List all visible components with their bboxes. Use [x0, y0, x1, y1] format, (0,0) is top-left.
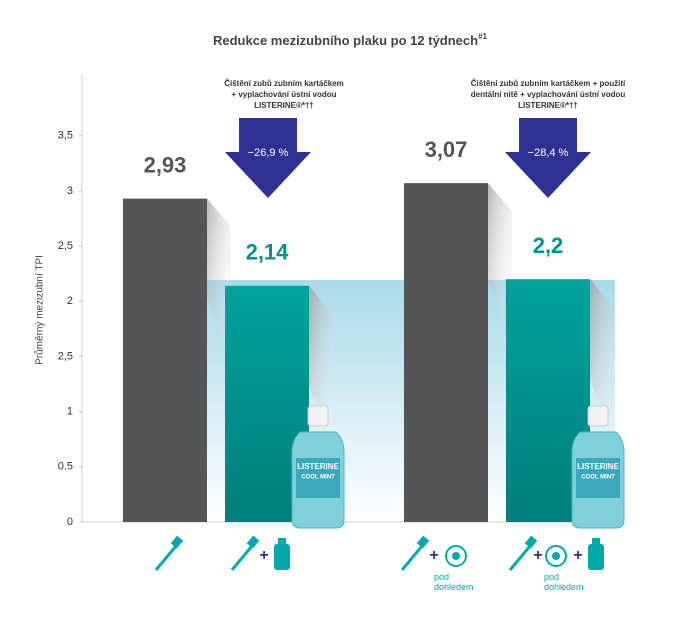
toothbrush-icon: [400, 545, 424, 571]
bottle-icon: [588, 544, 604, 570]
arrow-label: −26,9 %: [248, 147, 289, 159]
y-tick-label: 2,5: [58, 350, 73, 362]
bottle-label: [576, 458, 620, 498]
value-label: 2,93: [144, 152, 187, 177]
product-bottle: LISTERINE COOL MINT: [291, 405, 345, 529]
annotation-text: + vyplachování ústní vodou: [231, 90, 336, 99]
toothbrush-icon: [230, 545, 254, 571]
arrow: [505, 118, 591, 198]
y-tick-label: 1: [67, 406, 73, 418]
plus-icon: +: [533, 547, 542, 564]
variant: COOL MINT: [301, 475, 335, 481]
y-tick-label: 0: [67, 516, 73, 528]
arrow-label: −28,4 %: [528, 147, 569, 159]
toothbrush-icon: [508, 545, 532, 571]
variant: COOL MINT: [581, 475, 615, 481]
arrow: [225, 118, 311, 198]
brush-head: [416, 535, 430, 549]
annotation-text: dentální nitě + vyplachování ústní vodou: [471, 90, 626, 99]
bottle-cap: [307, 405, 329, 427]
bottle-label: [296, 458, 340, 498]
value-label: 2,2: [533, 233, 564, 258]
y-tick-label: 0.5: [58, 461, 73, 473]
y-tick-label: 2,5: [58, 240, 73, 252]
category-text: pod dohledem: [544, 572, 584, 592]
bottle-icon: [274, 544, 290, 570]
floss-icon: [445, 545, 467, 567]
bar-shadow: [309, 285, 333, 446]
category-label: pod dohledem: [544, 572, 584, 592]
title-text: Redukce mezizubního plaku po 12 týdnech: [213, 33, 478, 48]
plus-icon: +: [259, 547, 268, 564]
brush-head: [246, 535, 260, 549]
annotation-text: LISTERINE®*††: [518, 101, 578, 110]
plus-icon: +: [429, 547, 438, 564]
chart-title: Redukce mezizubního plaku po 12 týdnech#…: [213, 32, 488, 48]
brand: LISTERINE: [577, 462, 619, 471]
bottle-cap: [587, 405, 609, 427]
annotation-text: Čištění zubů zubním kartáčkem: [224, 79, 344, 88]
annotation-text: LISTERINE®*††: [254, 101, 314, 110]
value-label: 2,14: [246, 240, 290, 265]
y-tick-label: 3,5: [58, 130, 73, 142]
brand: LISTERINE: [297, 462, 339, 471]
toothbrush-icon: [154, 545, 178, 571]
brush-head: [524, 535, 538, 549]
brush-head: [170, 535, 184, 549]
floss-icon-inner: [552, 552, 560, 560]
category-text: pod dohledem: [434, 572, 474, 592]
product-bottle: LISTERINE COOL MINT: [571, 405, 625, 529]
y-axis-label: Průměrný mezizubní TPI: [34, 255, 46, 365]
floss-icon: [545, 545, 567, 567]
plus-icon: +: [573, 547, 582, 564]
floss-icon-inner: [452, 552, 460, 560]
category-label: pod dohledem: [434, 572, 474, 592]
bar-shadow: [590, 279, 614, 440]
title-sup: #1: [478, 32, 487, 41]
bottle-icon-cap: [592, 538, 600, 544]
y-tick-label: 3: [67, 185, 73, 197]
annotation-text: Čištění zubů zubním kartáčkem + použití: [471, 79, 626, 88]
bar: [404, 183, 488, 522]
y-tick-label: 2: [67, 295, 73, 307]
bar: [123, 198, 207, 523]
value-label: 3,07: [425, 137, 468, 162]
bottle-icon-cap: [278, 538, 286, 544]
